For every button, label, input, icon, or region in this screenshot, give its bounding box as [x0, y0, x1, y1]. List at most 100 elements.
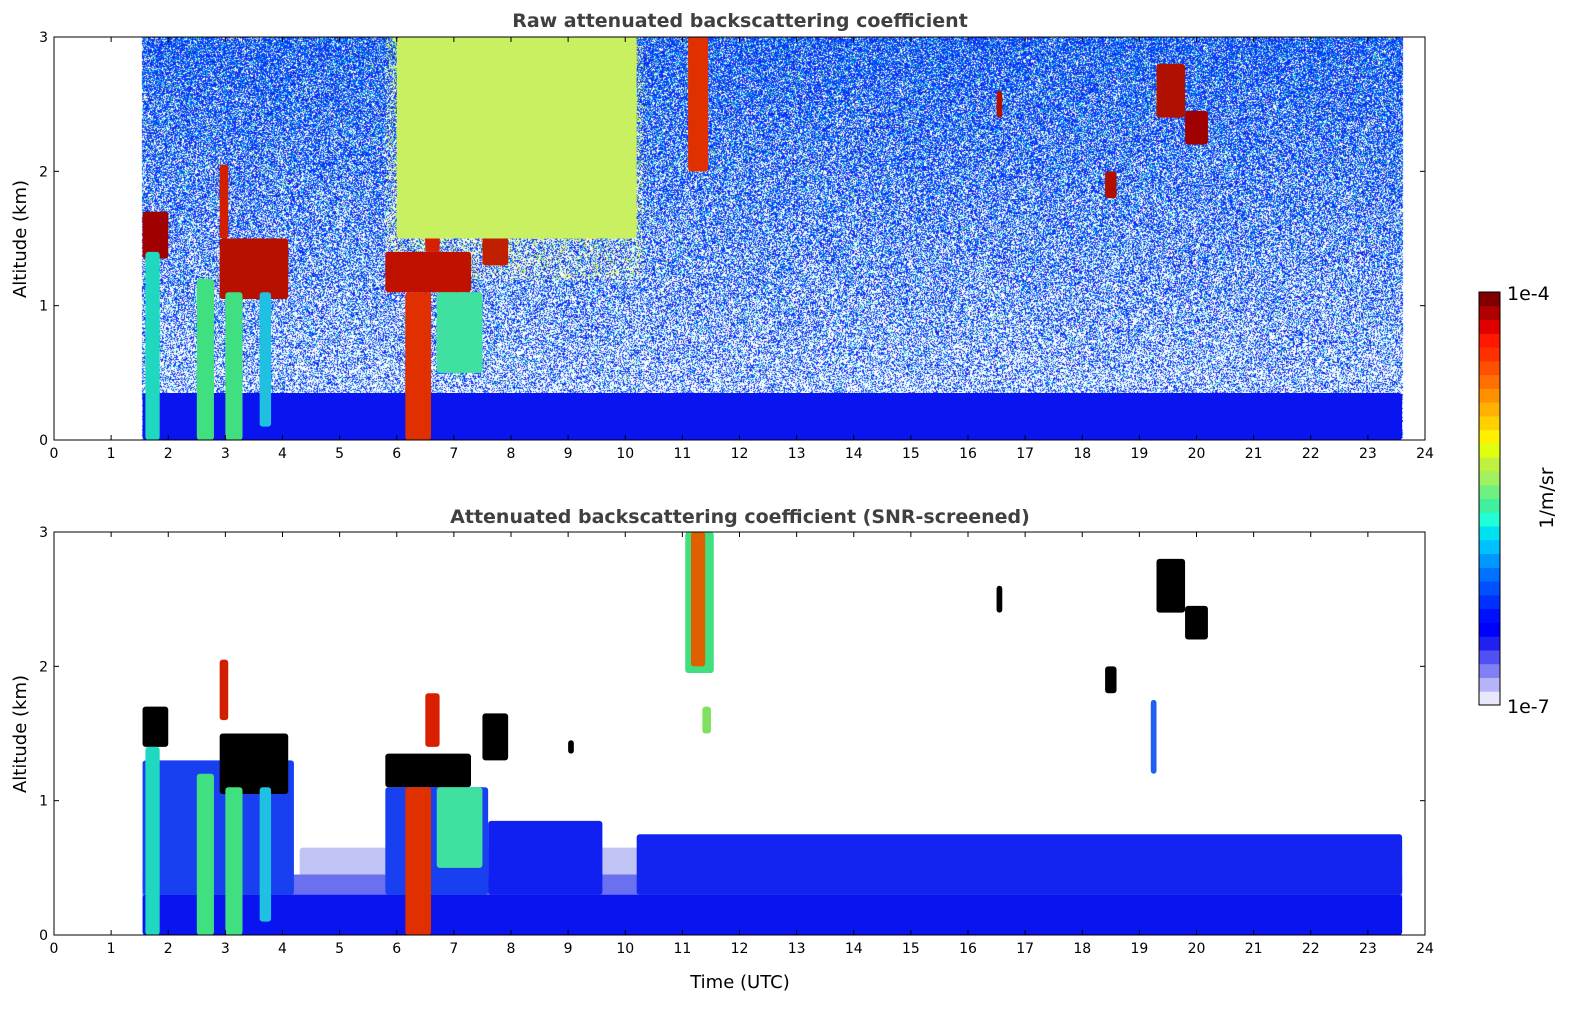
x-tick-label: 4 — [278, 941, 287, 957]
x-tick-label: 24 — [1416, 446, 1434, 462]
y-tick-label: 2 — [39, 164, 48, 180]
colorbar-swatch — [1479, 608, 1500, 623]
feature-cloud — [219, 238, 289, 299]
x-tick-label: 2 — [164, 446, 173, 462]
x-tick-label: 12 — [731, 446, 749, 462]
top-y-axis-label: Altitude (km) — [10, 180, 31, 298]
feature-precip — [225, 292, 243, 440]
feature-precip — [436, 787, 483, 868]
x-tick-label: 16 — [959, 941, 977, 957]
feature-cloud — [690, 532, 706, 667]
feature-cloud — [702, 706, 711, 734]
x-tick-label: 6 — [392, 446, 401, 462]
colorbar-swatch — [1479, 388, 1500, 403]
feature-aerosol — [396, 37, 637, 239]
feature-precip — [145, 746, 160, 935]
x-tick-label: 13 — [788, 941, 806, 957]
colorbar-swatch — [1479, 292, 1500, 307]
x-tick-label: 15 — [902, 446, 920, 462]
x-tick-label: 7 — [449, 446, 458, 462]
x-axis-label: Time (UTC) — [689, 972, 790, 993]
colorbar-swatch — [1479, 415, 1500, 431]
colorbar-swatch — [1479, 333, 1500, 348]
x-tick-label: 15 — [902, 941, 920, 957]
colorbar-swatch — [1479, 360, 1500, 376]
x-tick-label: 4 — [278, 446, 287, 462]
colorbar-swatch — [1479, 484, 1500, 499]
x-tick-label: 10 — [616, 446, 634, 462]
x-tick-label: 8 — [507, 941, 516, 957]
x-tick-label: 10 — [616, 941, 634, 957]
x-tick-label: 9 — [564, 446, 573, 462]
feature-cloud — [688, 37, 709, 172]
feature-cloud — [425, 693, 440, 747]
feature-virga — [1150, 699, 1157, 774]
x-tick-label: 21 — [1245, 446, 1263, 462]
colorbar — [1478, 291, 1501, 706]
x-tick-label: 1 — [107, 941, 116, 957]
x-tick-label: 22 — [1302, 446, 1320, 462]
colorbar-max-label: 1e-4 — [1507, 283, 1550, 305]
feature-precip — [225, 787, 243, 935]
y-tick-label: 2 — [39, 659, 48, 675]
x-tick-label: 5 — [335, 446, 344, 462]
colorbar-swatch — [1479, 443, 1500, 458]
colorbar-min-label: 1e-7 — [1507, 696, 1550, 718]
feature-cloud — [568, 740, 574, 754]
colorbar-swatch — [1479, 663, 1500, 678]
x-tick-label: 3 — [221, 446, 230, 462]
colorbar-swatch — [1479, 470, 1500, 486]
x-tick-label: 1 — [107, 446, 116, 462]
x-tick-label: 14 — [845, 941, 863, 957]
colorbar-swatch — [1479, 305, 1500, 321]
x-tick-label: 7 — [449, 941, 458, 957]
feature-precip — [405, 292, 432, 440]
x-tick-label: 8 — [507, 446, 516, 462]
x-tick-label: 21 — [1245, 941, 1263, 957]
x-tick-label: 12 — [731, 941, 749, 957]
feature-cloud — [1156, 63, 1186, 118]
y-tick-label: 0 — [39, 433, 48, 449]
x-tick-label: 11 — [673, 446, 691, 462]
x-tick-label: 2 — [164, 941, 173, 957]
feature-cloud — [219, 659, 229, 721]
feature-cloud — [1156, 558, 1186, 613]
colorbar-swatch — [1479, 636, 1500, 651]
feature-boundary-layer-top — [636, 834, 1403, 895]
colorbar-swatch — [1479, 402, 1500, 417]
colorbar-swatch — [1479, 319, 1500, 334]
feature-precip — [436, 292, 483, 373]
x-tick-label: 22 — [1302, 941, 1320, 957]
feature-cloud — [1105, 171, 1117, 199]
x-tick-label: 17 — [1016, 446, 1034, 462]
feature-cloud — [142, 211, 169, 259]
feature-precip — [259, 787, 272, 922]
top-panel: 0 1 2 3 4 5 6 7 8 9 10 11 12 13 14 15 16 17 18 19 20 21 22 23 24… — [39, 30, 1434, 462]
colorbar-swatch — [1479, 347, 1500, 362]
bottom-panel: 0 1 2 3 4 5 6 7 8 9 10 11 12 13 14 15 16 17 18 19 20 21 22 23 24… — [39, 525, 1434, 957]
colorbar-swatch — [1479, 498, 1500, 513]
colorbar-swatch — [1479, 567, 1500, 582]
x-tick-label: 16 — [959, 446, 977, 462]
feature-precip — [145, 251, 160, 440]
colorbar-unit-label: 1/m/sr — [1536, 467, 1558, 528]
feature-precip — [405, 787, 432, 935]
x-tick-label: 0 — [50, 446, 59, 462]
x-tick-label: 23 — [1359, 941, 1377, 957]
colorbar-swatch — [1479, 581, 1500, 596]
y-tick-label: 3 — [39, 30, 48, 46]
feature-cloud — [1105, 666, 1117, 694]
y-tick-label: 1 — [39, 299, 48, 315]
colorbar-swatch — [1479, 457, 1500, 472]
feature-boundary-layer — [142, 392, 1403, 440]
x-tick-label: 20 — [1188, 446, 1206, 462]
bottom-chart-title: Attenuated backscattering coefficient (S… — [450, 506, 1030, 528]
feature-cloud — [385, 251, 472, 293]
x-tick-label: 19 — [1130, 941, 1148, 957]
feature-cloud — [482, 713, 509, 761]
colorbar-swatch — [1479, 677, 1500, 692]
feature-cloud — [385, 753, 472, 788]
bottom-y-axis-label: Altitude (km) — [10, 675, 31, 793]
